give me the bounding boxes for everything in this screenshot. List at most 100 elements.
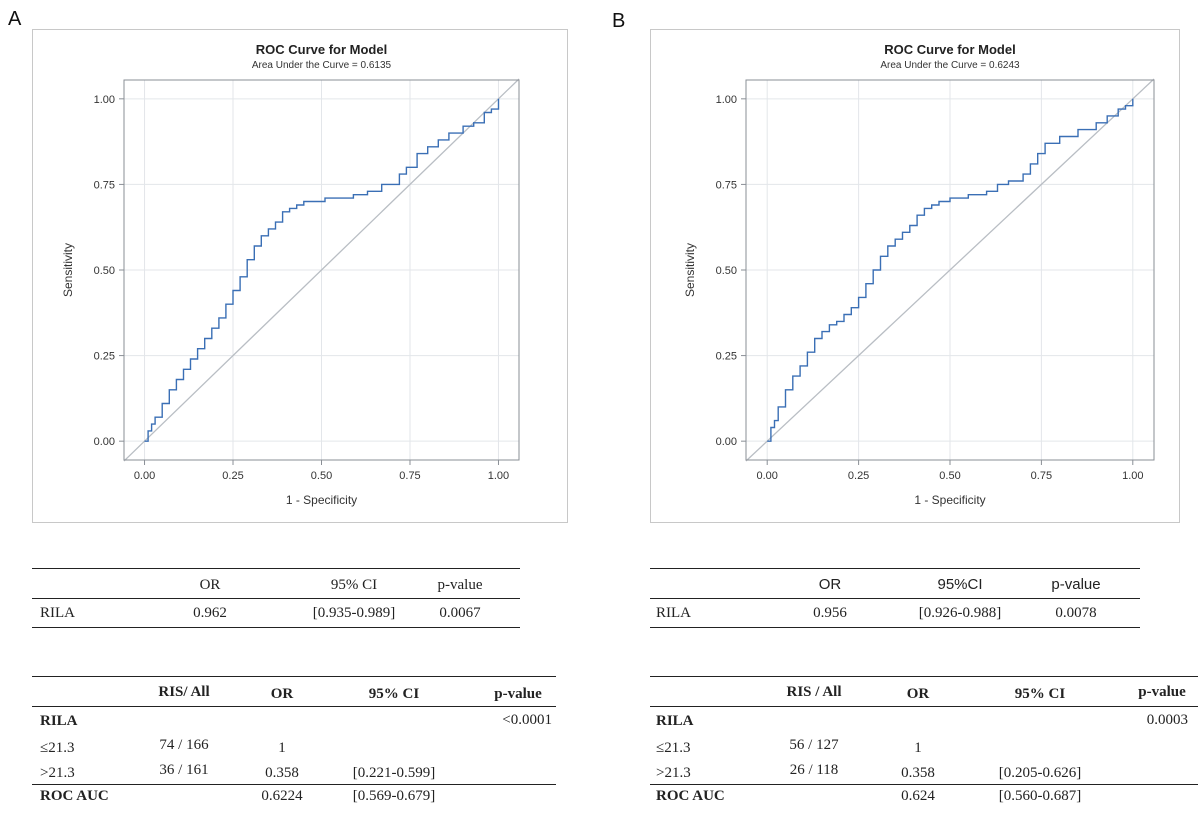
table-rule [32, 706, 556, 707]
row-label: RILA [40, 605, 75, 621]
table-row-ci: [0.560-0.687] [998, 788, 1082, 804]
table-a-detail: RIS/ All OR 95% CI p-value RILA <0.0001 … [32, 676, 556, 806]
x-tick-label: 0.25 [848, 470, 869, 482]
column-header-p-value: p-value [494, 686, 542, 702]
column-header-p-value: p-value [1138, 684, 1186, 700]
table-row-label: >21.3 [656, 765, 691, 781]
y-axis-label: Sensitivity [683, 243, 697, 297]
table-rule [32, 568, 520, 569]
row-label: RILA [656, 605, 691, 621]
roc-chart-a: ROC Curve for Model Area Under the Curve … [32, 29, 568, 523]
table-row-label: RILA [656, 713, 694, 729]
y-axis-label: Sensitivity [61, 243, 75, 297]
plot-border [745, 79, 1155, 461]
x-tick-label: 1.00 [488, 470, 509, 482]
y-tick-label: 1.00 [94, 94, 115, 106]
chart-subtitle: Area Under the Curve = 0.6243 [880, 60, 1020, 71]
table-a-summary: OR 95% CI p-value RILA 0.962 [0.935-0.98… [32, 568, 520, 630]
x-tick-label: 0.75 [1031, 470, 1052, 482]
table-row-label: ROC AUC [40, 788, 109, 804]
y-tick-label: 0.50 [94, 265, 115, 277]
table-row-label: >21.3 [40, 765, 75, 781]
x-tick-label: 0.00 [134, 470, 155, 482]
x-tick-label: 0.75 [399, 470, 420, 482]
column-header-ris-all: RIS / All [786, 684, 842, 700]
or-value: 0.962 [193, 605, 227, 621]
table-rule [650, 627, 1140, 628]
column-header-ris-all: RIS/ All [158, 684, 210, 700]
table-row-or: 0.358 [265, 765, 299, 781]
y-tick-label: 0.75 [94, 179, 115, 191]
roc-chart-b: ROC Curve for Model Area Under the Curve … [650, 29, 1180, 523]
table-rule [32, 627, 520, 628]
column-header-or: OR [818, 576, 842, 593]
y-tick-label: 0.75 [716, 179, 737, 191]
table-row-ris: 74 / 166 [159, 737, 209, 753]
chart-title: ROC Curve for Model [884, 42, 1015, 57]
x-tick-label: 0.00 [756, 470, 777, 482]
table-row-label: ROC AUC [656, 788, 725, 804]
column-header-ci: 95% CI [368, 686, 420, 702]
y-tick-label: 0.00 [716, 436, 737, 448]
table-rule [650, 706, 1198, 707]
table-rule [32, 598, 520, 599]
table-rule [32, 784, 556, 785]
y-tick-label: 1.00 [716, 94, 737, 106]
table-row-or: 0.358 [901, 765, 935, 781]
table-row-or: 0.624 [901, 788, 935, 804]
p-value: 0.0067 [439, 605, 481, 621]
panel-letter-a: A [8, 8, 22, 30]
column-header-or: OR [199, 577, 221, 593]
table-b-summary: OR 95%CI p-value RILA 0.956 [0.926-0.988… [650, 568, 1140, 630]
chart-subtitle: Area Under the Curve = 0.6135 [252, 60, 392, 71]
x-tick-label: 0.50 [939, 470, 960, 482]
x-axis-label: 1 - Specificity [914, 493, 985, 507]
column-header-or: OR [906, 686, 930, 702]
column-header-or: OR [270, 686, 294, 702]
table-row-ci: [0.569-0.679] [352, 788, 436, 804]
p-value: 0.0078 [1055, 605, 1097, 621]
roc-curve [144, 98, 500, 442]
table-row-or: 1 [914, 740, 922, 756]
y-tick-label: 0.50 [716, 265, 737, 277]
table-row-p: <0.0001 [502, 712, 552, 728]
reference-line [123, 78, 520, 462]
table-row-ci: [0.221-0.599] [352, 765, 436, 781]
y-tick-label: 0.00 [94, 436, 115, 448]
table-row-label: ≤21.3 [40, 740, 75, 756]
roc-curve [767, 98, 1134, 442]
column-header-ci: 95% CI [1014, 686, 1066, 702]
table-rule [650, 568, 1140, 569]
table-row-or: 0.6224 [261, 788, 303, 804]
table-row-ris: 56 / 127 [789, 737, 839, 753]
column-header-ci: 95%CI [937, 576, 983, 593]
x-axis-label: 1 - Specificity [286, 493, 357, 507]
reference-line [745, 78, 1155, 462]
table-rule [650, 784, 1198, 785]
ci-value: [0.935-0.989] [312, 605, 396, 621]
table-rule [650, 598, 1140, 599]
y-tick-label: 0.25 [94, 351, 115, 363]
panel-letter-b: B [612, 10, 626, 32]
table-row-p: 0.0003 [1146, 712, 1188, 728]
roc-chart-a-svg: ROC Curve for Model Area Under the Curve … [61, 42, 520, 507]
table-row-ci: [0.205-0.626] [998, 765, 1082, 781]
x-tick-label: 0.25 [222, 470, 243, 482]
chart-title: ROC Curve for Model [256, 42, 387, 57]
column-header-p-value: p-value [437, 577, 483, 593]
table-rule [32, 676, 556, 677]
table-row-ris: 26 / 118 [789, 762, 839, 778]
table-row-ris: 36 / 161 [159, 762, 209, 778]
table-row-label: RILA [40, 713, 78, 729]
x-tick-label: 0.50 [311, 470, 332, 482]
or-value: 0.956 [813, 605, 847, 621]
column-header-p-value: p-value [1051, 576, 1101, 593]
x-tick-label: 1.00 [1122, 470, 1143, 482]
plot-border [123, 79, 520, 461]
y-tick-label: 0.25 [716, 351, 737, 363]
table-row-label: ≤21.3 [656, 740, 691, 756]
ci-value: [0.926-0.988] [918, 605, 1002, 621]
table-rule [650, 676, 1198, 677]
column-header-ci: 95% CI [330, 577, 378, 593]
roc-chart-b-svg: ROC Curve for Model Area Under the Curve … [683, 42, 1155, 507]
